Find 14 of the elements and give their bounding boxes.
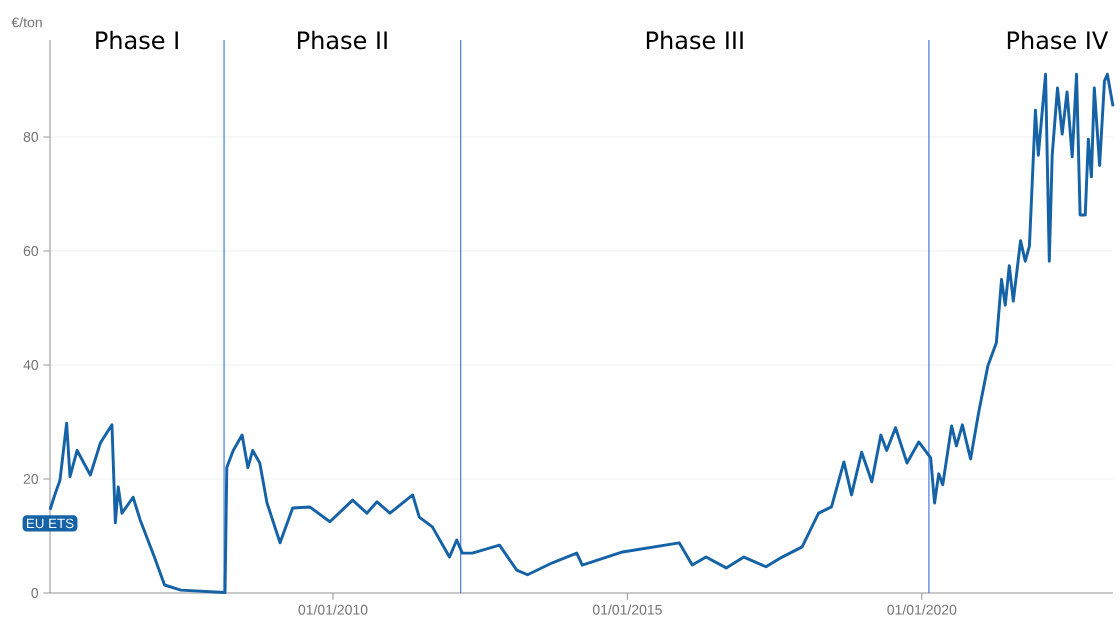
y-axis-title: €/ton <box>11 17 42 28</box>
y-tick-label: 60 <box>23 246 39 256</box>
x-tick-label: 01/01/2015 <box>592 604 662 615</box>
x-tick-label: 01/01/2020 <box>887 604 957 615</box>
annotation: Phase IV <box>1007 30 1109 50</box>
series-label: EU ETS <box>27 518 74 529</box>
y-tick-label: 0 <box>31 588 39 598</box>
x-tick-label: 01/01/2010 <box>298 604 368 615</box>
y-tick-label: 80 <box>23 131 39 142</box>
annotation: Phase III <box>646 30 743 50</box>
y-tick-label: 20 <box>23 474 39 484</box>
annotation: Phase II <box>298 30 387 50</box>
annotation: Phase I <box>96 30 178 50</box>
y-tick-label: 40 <box>23 360 39 370</box>
